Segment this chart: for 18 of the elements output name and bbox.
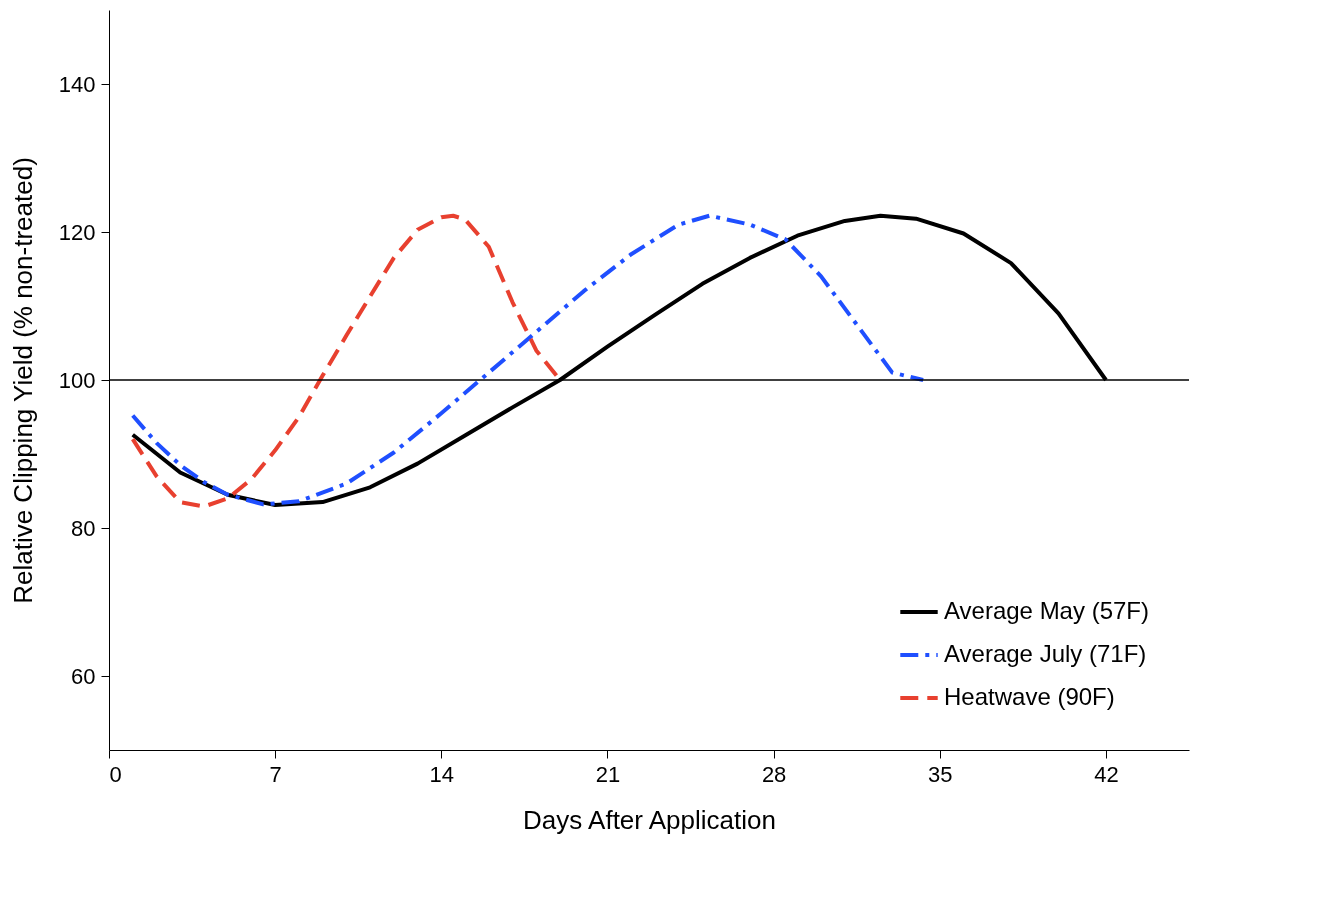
y-tick-label: 140 — [58, 71, 96, 97]
legend-label: Average July (71F) — [944, 640, 1147, 667]
legend-label: Average May (57F) — [944, 597, 1149, 624]
x-axis-title: Days After Application — [523, 804, 776, 835]
x-tick-label: 14 — [429, 761, 455, 787]
x-tick-label: 0 — [109, 761, 122, 787]
y-axis-title: Relative Clipping Yield (% non-treated) — [7, 157, 38, 604]
x-tick-label: 7 — [269, 761, 282, 787]
x-tick-label: 28 — [761, 761, 787, 787]
y-tick-label: 120 — [58, 219, 96, 245]
x-tick-label: 21 — [595, 761, 621, 787]
line-series — [130, 213, 926, 507]
x-tick-label: 42 — [1094, 761, 1119, 787]
x-tick-label: 35 — [928, 761, 953, 787]
legend-label: Heatwave (90F) — [944, 683, 1115, 710]
y-tick-label: 100 — [58, 367, 96, 393]
y-tick-label: 80 — [71, 515, 96, 541]
y-tick-label: 60 — [71, 663, 96, 689]
